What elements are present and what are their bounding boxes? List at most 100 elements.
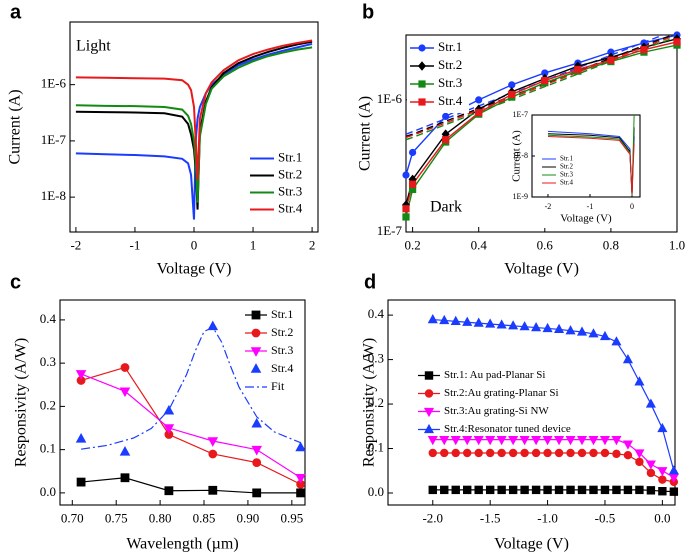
marker (295, 441, 306, 452)
marker (442, 112, 450, 121)
marker (475, 96, 483, 104)
x-tick-label: 0.6 (537, 238, 554, 253)
marker (207, 437, 219, 447)
legend-marker (418, 44, 426, 52)
marker (485, 448, 495, 458)
marker (531, 436, 542, 446)
marker (295, 473, 306, 484)
x-tick-label: 0.80 (149, 511, 172, 526)
marker (120, 363, 130, 372)
marker (607, 56, 615, 64)
legend-label: Str.3 (271, 343, 293, 357)
marker (439, 314, 450, 325)
legend: Str.1: Au pad-Planar Si Str.2:Au grating-… (418, 369, 571, 435)
marker (475, 109, 483, 117)
x-tick-label: 0.90 (237, 511, 260, 526)
marker (451, 485, 460, 495)
panel: -2.0 -1.5 -1.0 -0.5 0.0 0.0 0.1 0.2 0.3 0.4 Str.1:… (361, 271, 679, 553)
marker (646, 468, 656, 478)
x-tick-label: 1.0 (669, 238, 685, 253)
legend-label: Str.4 (271, 361, 293, 375)
legend-background (407, 39, 469, 113)
marker (623, 450, 633, 460)
series-line (75, 42, 313, 220)
x-tick-label: 0.2 (404, 238, 420, 253)
plot-frame (59, 299, 306, 506)
legend-label: Str.4 (278, 200, 303, 215)
marker (163, 424, 175, 434)
legend-label: Str.1: Au pad-Planar Si (444, 369, 545, 381)
marker (474, 448, 483, 458)
y-tick-label: 0.0 (40, 484, 56, 499)
x-tick-label: -2 (545, 202, 552, 211)
marker (207, 320, 219, 331)
legend-marker (423, 407, 435, 418)
marker (531, 485, 541, 495)
marker (508, 485, 518, 495)
marker (588, 328, 599, 338)
x-axis-label: Voltage (V) (494, 536, 569, 553)
panel: -2 -1 0 1 2 1E-8 1E-7 1E-6 Str.1 Str.2 Str.3 Str.4 a… (7, 1, 319, 278)
marker (508, 448, 518, 458)
legend-label: Str.1 (271, 307, 293, 321)
marker (645, 460, 656, 470)
y-tick-label: 0.3 (368, 351, 384, 366)
y-axis-label: Responsivity (A/W) (361, 338, 378, 467)
marker (251, 417, 262, 428)
x-tick-label: 0.0 (654, 511, 670, 526)
marker (622, 440, 633, 450)
y-tick-label: 0.4 (40, 311, 57, 326)
marker (163, 404, 175, 415)
marker (451, 448, 460, 458)
inset-background (504, 106, 646, 228)
legend-label: Str.1 (278, 149, 302, 164)
legend: Str.1 Str.2 Str.3 Str.4 Fit (245, 307, 293, 393)
y-tick-label: 0.4 (368, 306, 385, 321)
legend-label: Str.3 (278, 183, 302, 198)
x-tick-label: -2 (70, 238, 81, 253)
series-line (432, 489, 674, 493)
series-line (406, 44, 677, 218)
series-line (432, 452, 674, 483)
marker (164, 486, 174, 496)
plot-area (406, 35, 677, 218)
marker (296, 488, 306, 498)
legend-marker (423, 423, 435, 434)
y-axis-label: Responsivity (A/W) (13, 338, 30, 467)
marker (646, 486, 656, 495)
marker (402, 205, 410, 213)
marker (442, 136, 450, 144)
y-tick-label: 1E-7 (377, 223, 403, 238)
marker (462, 436, 473, 446)
marker (577, 485, 587, 495)
marker (485, 436, 496, 446)
legend-marker (418, 98, 426, 106)
marker (252, 458, 262, 468)
y-tick-label: 1E-7 (41, 132, 67, 147)
legend-label: Str.1 (438, 39, 462, 54)
marker (119, 445, 131, 456)
marker (554, 485, 564, 495)
series-line (406, 38, 677, 206)
marker (541, 77, 549, 85)
legend-marker (250, 347, 262, 357)
marker (428, 448, 437, 458)
x-tick-label: 0.75 (105, 511, 128, 526)
marker (497, 485, 506, 495)
marker (543, 485, 552, 495)
y-tick-label: 1E-7 (512, 110, 528, 119)
marker (251, 445, 262, 456)
marker (611, 436, 622, 446)
marker (600, 485, 610, 495)
series-line (406, 35, 677, 176)
legend-marker (250, 363, 262, 373)
marker (566, 485, 575, 495)
legend-label: Str.3 (560, 171, 574, 179)
panel-letter: c (10, 271, 21, 293)
marker (519, 436, 530, 446)
marker (427, 313, 438, 324)
x-tick-label: 1 (250, 238, 257, 253)
